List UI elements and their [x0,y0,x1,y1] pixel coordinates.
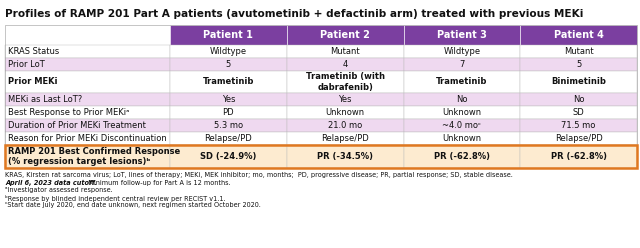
Text: Duration of Prior MEKi Treatment: Duration of Prior MEKi Treatment [8,121,146,130]
Text: No: No [573,95,584,104]
Text: RAMP 201 Best Confirmed Response
(% regression target lesions)ᵇ: RAMP 201 Best Confirmed Response (% regr… [8,147,180,166]
Text: ᵃInvestigator assessed response.: ᵃInvestigator assessed response. [5,187,113,193]
Text: 71.5 mo: 71.5 mo [561,121,596,130]
Bar [520,119,637,132]
Text: 4: 4 [342,60,348,69]
Text: PD: PD [223,108,234,117]
Bar [403,119,520,132]
Text: SD: SD [573,108,584,117]
Text: ~4.0 moᶜ: ~4.0 moᶜ [442,121,481,130]
Bar [170,58,287,71]
Text: SD (-24.9%): SD (-24.9%) [200,152,257,161]
Bar [520,25,637,45]
Text: Profiles of RAMP 201 Part A patients (avutometinib + defactinib arm) treated wit: Profiles of RAMP 201 Part A patients (av… [5,9,584,19]
Text: Prior LoT: Prior LoT [8,60,45,69]
Text: 21.0 mo: 21.0 mo [328,121,362,130]
Bar [5,145,170,168]
Text: 5.3 mo: 5.3 mo [214,121,243,130]
Bar [403,132,520,145]
Bar [520,132,637,145]
Bar [287,106,403,119]
Text: Wildtype: Wildtype [210,47,247,56]
Bar [170,132,287,145]
Bar [287,132,403,145]
Bar [520,71,637,93]
Bar [403,58,520,71]
Text: 5: 5 [226,60,231,69]
Text: Relapse/PD: Relapse/PD [555,134,602,143]
Text: Reason for Prior MEKi Discontinuation: Reason for Prior MEKi Discontinuation [8,134,167,143]
Text: ᶜStart date July 2020, end date unknown, next regimen started October 2020.: ᶜStart date July 2020, end date unknown,… [5,202,261,208]
Text: Trametinib (with
dabrafenib): Trametinib (with dabrafenib) [306,72,385,92]
Bar [170,93,287,106]
Text: KRAS, Kirsten rat sarcoma virus; LoT, lines of therapy; MEKi, MEK inhibitor; mo,: KRAS, Kirsten rat sarcoma virus; LoT, li… [5,172,513,178]
Bar [287,25,403,45]
Bar [170,106,287,119]
Text: Trametinib: Trametinib [436,77,488,87]
Bar [403,71,520,93]
Text: Minimum follow-up for Part A is 12 months.: Minimum follow-up for Part A is 12 month… [84,180,231,186]
Bar [287,71,403,93]
Bar [5,132,170,145]
Text: Wildtype: Wildtype [444,47,481,56]
Bar [520,45,637,58]
Bar [5,93,170,106]
Text: Patient 4: Patient 4 [554,30,604,40]
Text: Prior MEKi: Prior MEKi [8,77,58,87]
Bar [170,145,287,168]
Bar [170,71,287,93]
Bar [403,45,520,58]
Text: PR (-62.8%): PR (-62.8%) [434,152,490,161]
Bar [520,145,637,168]
Bar [520,106,637,119]
Text: KRAS Status: KRAS Status [8,47,60,56]
Text: No: No [456,95,468,104]
Text: Unknown: Unknown [326,108,365,117]
Bar [520,58,637,71]
Text: Yes: Yes [221,95,235,104]
Text: PR (-34.5%): PR (-34.5%) [317,152,373,161]
Text: Relapse/PD: Relapse/PD [321,134,369,143]
Bar [403,106,520,119]
Bar [5,25,637,168]
Bar [170,45,287,58]
Bar [403,93,520,106]
Bar [287,145,403,168]
Bar [5,145,637,168]
Text: Patient 1: Patient 1 [204,30,253,40]
Bar [5,58,170,71]
Bar [170,25,287,45]
Bar [287,119,403,132]
Bar [5,119,170,132]
Text: Unknown: Unknown [442,134,481,143]
Bar [287,93,403,106]
Text: April 6, 2023 data cutoff.: April 6, 2023 data cutoff. [5,180,97,186]
Text: PR (-62.8%): PR (-62.8%) [550,152,607,161]
Text: Mutant: Mutant [330,47,360,56]
Bar [403,25,520,45]
Text: Yes: Yes [339,95,352,104]
Bar [5,71,170,93]
Text: Relapse/PD: Relapse/PD [205,134,252,143]
Text: ᵇResponse by blinded independent central review per RECIST v1.1.: ᵇResponse by blinded independent central… [5,194,226,201]
Bar [5,45,170,58]
Text: Patient 3: Patient 3 [437,30,487,40]
Bar [520,93,637,106]
Bar [287,45,403,58]
Text: Binimetinib: Binimetinib [551,77,606,87]
Text: 5: 5 [576,60,581,69]
Bar [403,145,520,168]
Text: Trametinib: Trametinib [203,77,254,87]
Text: Patient 2: Patient 2 [320,30,370,40]
Text: Best Response to Prior MEKiᵃ: Best Response to Prior MEKiᵃ [8,108,129,117]
Text: Mutant: Mutant [564,47,593,56]
Text: Unknown: Unknown [442,108,481,117]
Text: MEKi as Last LoT?: MEKi as Last LoT? [8,95,83,104]
Bar [170,119,287,132]
Text: 7: 7 [459,60,465,69]
Bar [5,106,170,119]
Bar [287,58,403,71]
